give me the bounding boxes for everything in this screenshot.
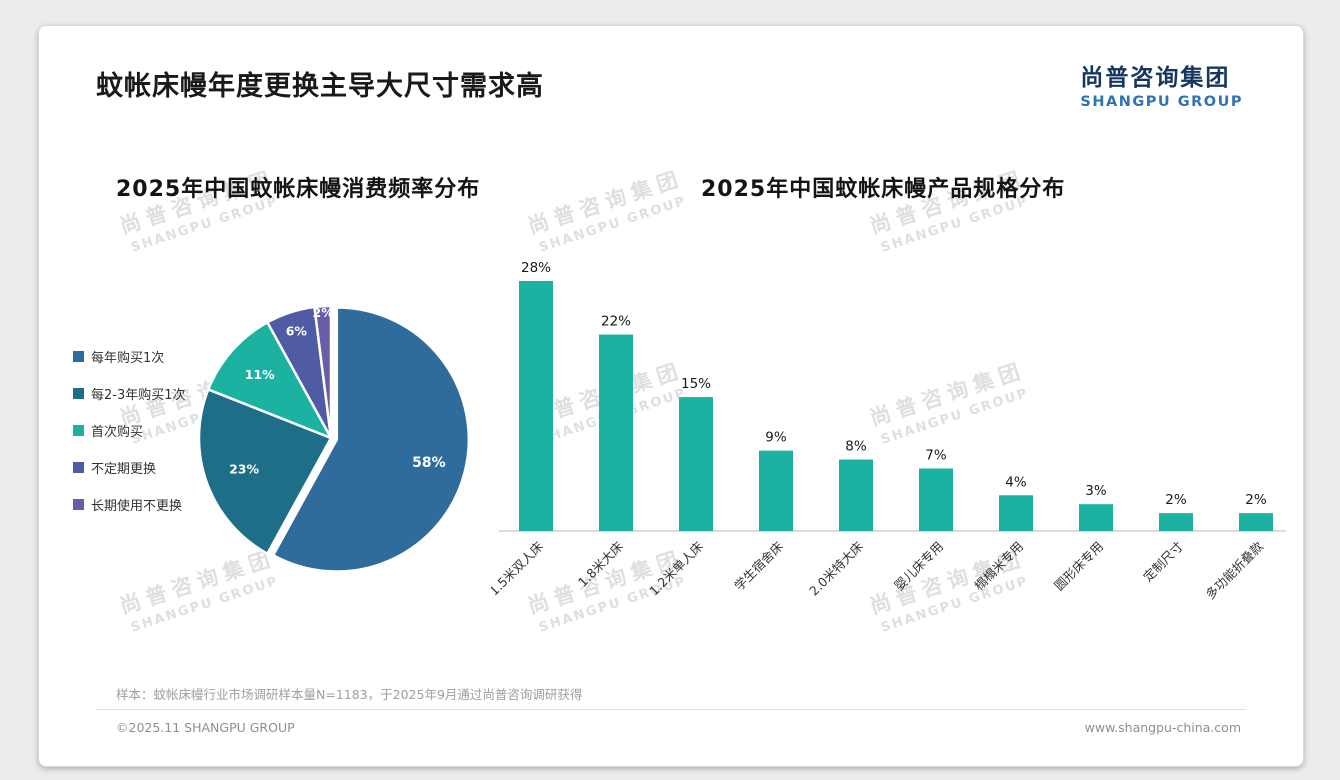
footer-website: www.shangpu-china.com: [1084, 720, 1241, 735]
legend-label: 首次购买: [91, 425, 144, 440]
pie-slice: [197, 388, 333, 555]
bar: [839, 459, 873, 531]
pie-slice: [313, 304, 333, 440]
logo: 尚普咨询集团 SHANGPU GROUP: [1080, 58, 1243, 110]
bar-category-label: 学生宿舍床: [731, 538, 786, 593]
legend-item: 每年购买1次: [73, 338, 186, 375]
bar-value-label: 7%: [925, 448, 947, 464]
pie-value-label: 6%: [286, 323, 308, 338]
legend-swatch: [73, 425, 84, 436]
bar-category-label: 多功能折叠款: [1202, 538, 1266, 602]
bar: [679, 397, 713, 531]
bar-value-label: 4%: [1005, 474, 1027, 490]
legend-label: 每年购买1次: [91, 351, 165, 366]
bar-value-label: 3%: [1085, 483, 1107, 499]
legend-item: 首次购买: [73, 412, 186, 449]
bar-chart: 28% 1.5米双人床 22% 1.8米大床 15% 1.2米单人床 9% 学生宿舍床 8% 2.…: [491, 260, 1286, 602]
bar: [599, 334, 633, 531]
pie-chart: 58% 23% 11% 6% 2%: [197, 304, 471, 573]
bar-value-label: 9%: [765, 430, 787, 446]
bar: [919, 468, 953, 531]
watermark-cn: 尚普咨询集团: [524, 165, 687, 239]
footer-divider: [96, 709, 1246, 710]
legend-item: 长期使用不更换: [73, 486, 186, 523]
page-title: 蚊帐床幔年度更换主导大尺寸需求高: [96, 71, 544, 102]
bar-category-label: 圆形床专用: [1051, 539, 1106, 594]
pie-chart-title: 2025年中国蚊帐床幔消费频率分布: [116, 177, 481, 202]
bar-value-label: 15%: [681, 376, 711, 392]
legend-swatch: [73, 351, 84, 362]
legend-item: 每2-3年购买1次: [73, 375, 186, 412]
bar-value-label: 22%: [601, 314, 631, 330]
legend-item: 不定期更换: [73, 449, 186, 486]
bar-category-label: 榻榻米专用: [971, 539, 1026, 594]
legend-label: 每2-3年购买1次: [91, 388, 186, 403]
bar: [1159, 513, 1193, 531]
footnote: 样本：蚊帐床幔行业市场调研样本量N=1183，于2025年9月通过尚普咨询调研获…: [116, 687, 583, 702]
footer-copyright: ©2025.11 SHANGPU GROUP: [116, 720, 295, 735]
bar-value-label: 28%: [521, 260, 551, 276]
bar-value-label: 8%: [845, 439, 867, 455]
legend-swatch: [73, 388, 84, 399]
bar-category-label: 定制尺寸: [1140, 539, 1186, 585]
bar-value-label: 2%: [1245, 492, 1267, 508]
legend-label: 长期使用不更换: [91, 499, 183, 514]
bar-category-label: 1.2米单人床: [646, 538, 706, 598]
bar: [1239, 513, 1273, 531]
bar: [1079, 504, 1113, 531]
pie-legend: 每年购买1次每2-3年购买1次 首次购买不定期更换长期使用不更换: [73, 338, 186, 523]
bar: [519, 281, 553, 531]
legend-swatch: [73, 462, 84, 473]
bar-category-label: 婴儿床专用: [891, 539, 946, 594]
logo-en: SHANGPU GROUP: [1080, 94, 1243, 110]
pie-slice: [271, 306, 471, 573]
pie-value-label: 11%: [245, 367, 275, 382]
bar: [999, 495, 1033, 531]
pie-value-label: 58%: [412, 455, 446, 471]
pie-slice: [207, 321, 333, 440]
logo-cn: 尚普咨询集团: [1080, 65, 1231, 91]
slide-card: 尚普咨询集团 SHANGPU GROUP 尚普咨询集团 SHANGPU GROUP 尚普…: [38, 25, 1304, 767]
bar-category-label: 2.0米特大床: [806, 538, 866, 598]
bar-category-label: 1.5米双人床: [491, 538, 546, 598]
legend-swatch: [73, 499, 84, 510]
pie-value-label: 2%: [313, 305, 335, 320]
bar-value-label: 2%: [1165, 492, 1187, 508]
bar-chart-title: 2025年中国蚊帐床幔产品规格分布: [701, 177, 1066, 202]
bar: [759, 450, 793, 531]
legend-label: 不定期更换: [91, 462, 157, 477]
pie-value-label: 23%: [229, 461, 259, 476]
bar-category-label: 1.8米大床: [575, 538, 627, 590]
